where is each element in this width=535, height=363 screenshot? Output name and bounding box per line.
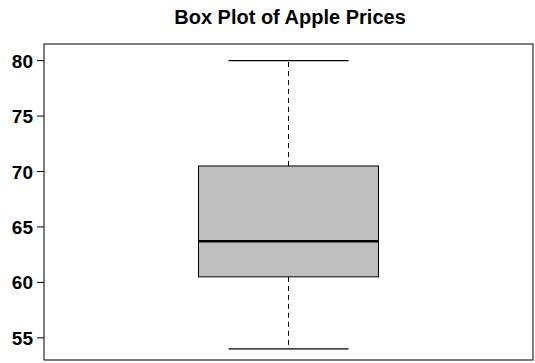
iqr-box bbox=[199, 166, 379, 277]
plot-frame bbox=[44, 44, 533, 360]
y-tick bbox=[37, 60, 44, 61]
y-tick-label: 80 bbox=[12, 51, 33, 72]
y-tick bbox=[37, 337, 44, 338]
y-tick bbox=[37, 282, 44, 283]
y-tick-label: 70 bbox=[12, 162, 33, 183]
upper-whisker bbox=[288, 61, 289, 166]
y-tick-label: 60 bbox=[12, 272, 33, 293]
lower-cap bbox=[229, 348, 349, 349]
chart-container: Box Plot of Apple Prices 55 60 65 70 75 80 bbox=[0, 0, 535, 363]
y-tick-label: 75 bbox=[12, 106, 34, 127]
y-tick-label: 55 bbox=[12, 328, 34, 349]
median-line bbox=[199, 240, 379, 243]
y-tick-label: 65 bbox=[12, 217, 34, 238]
y-tick bbox=[37, 116, 44, 117]
title: Box Plot of Apple Prices bbox=[174, 6, 406, 28]
box-group bbox=[199, 61, 379, 349]
y-tick bbox=[37, 171, 44, 172]
lower-whisker bbox=[288, 277, 289, 349]
chart-svg: Box Plot of Apple Prices 55 60 65 70 75 80 bbox=[0, 0, 535, 363]
upper-cap bbox=[229, 60, 349, 61]
y-tick bbox=[37, 226, 44, 227]
